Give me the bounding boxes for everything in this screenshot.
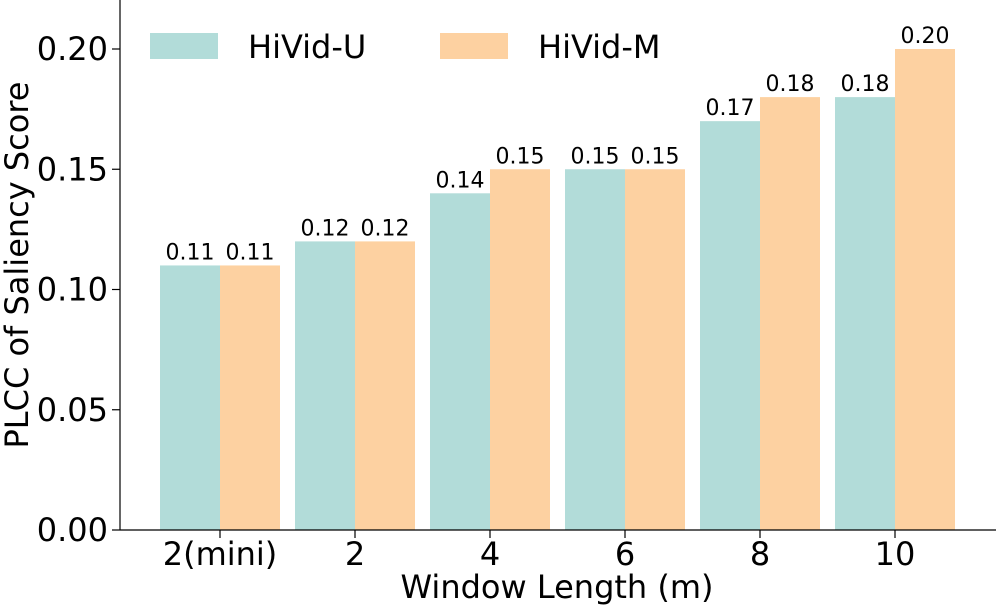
data-label-hivid-u-5: 0.18 xyxy=(841,72,890,97)
y-tick-label-3: 0.15 xyxy=(37,150,108,188)
y-tick-label-2: 0.10 xyxy=(37,271,108,309)
bar-hivid-u-2 xyxy=(430,193,490,531)
bars-layer xyxy=(160,49,955,531)
bar-hivid-u-1 xyxy=(295,241,355,530)
data-labels-layer: 0.11 0.12 0.14 0.15 0.17 0.18 0.11 0.12 0.15 0.15… xyxy=(166,24,950,265)
data-label-hivid-u-4: 0.17 xyxy=(706,96,755,121)
bar-hivid-m-4 xyxy=(760,97,820,530)
legend-label-hivid-m: HiVid-M xyxy=(538,28,661,66)
legend-swatch-hivid-u xyxy=(150,33,218,59)
y-tick-label-1: 0.05 xyxy=(37,391,108,429)
bar-hivid-u-3 xyxy=(565,169,625,530)
data-label-hivid-m-0: 0.11 xyxy=(226,240,275,265)
x-axis-title: Window Length (m) xyxy=(400,568,713,606)
y-axis-title: PLCC of Saliency Score xyxy=(0,82,36,449)
data-label-hivid-m-4: 0.18 xyxy=(766,72,815,97)
data-label-hivid-m-5: 0.20 xyxy=(901,24,950,49)
bar-hivid-u-4 xyxy=(700,121,760,531)
bar-hivid-m-5 xyxy=(895,49,955,530)
y-tick-label-0: 0.00 xyxy=(37,511,108,549)
data-label-hivid-u-2: 0.14 xyxy=(436,168,485,193)
data-label-hivid-u-3: 0.15 xyxy=(571,144,620,169)
bar-hivid-u-5 xyxy=(835,97,895,530)
data-label-hivid-u-0: 0.11 xyxy=(166,240,215,265)
x-tick-label-4: 8 xyxy=(750,535,770,573)
bar-hivid-m-1 xyxy=(355,241,415,530)
legend-label-hivid-u: HiVid-U xyxy=(248,28,366,66)
x-tick-label-0: 2(mini) xyxy=(163,535,278,573)
x-tick-label-5: 10 xyxy=(875,535,916,573)
data-label-hivid-m-1: 0.12 xyxy=(361,216,410,241)
x-tick-label-2: 4 xyxy=(480,535,500,573)
legend-swatch-hivid-m xyxy=(440,33,508,59)
data-label-hivid-m-2: 0.15 xyxy=(496,144,545,169)
y-ticks-layer: 0.00 0.05 0.10 0.15 0.20 xyxy=(37,30,120,549)
bar-hivid-m-0 xyxy=(220,265,280,530)
y-tick-label-4: 0.20 xyxy=(37,30,108,68)
bar-hivid-m-3 xyxy=(625,169,685,530)
x-ticks-layer: 2(mini) 2 4 6 8 10 xyxy=(163,530,916,573)
legend: HiVid-U HiVid-M xyxy=(150,28,661,66)
bar-hivid-m-2 xyxy=(490,169,550,530)
bar-hivid-u-0 xyxy=(160,265,220,530)
data-label-hivid-u-1: 0.12 xyxy=(301,216,350,241)
x-tick-label-3: 6 xyxy=(615,535,635,573)
x-tick-label-1: 2 xyxy=(345,535,365,573)
data-label-hivid-m-3: 0.15 xyxy=(631,144,680,169)
